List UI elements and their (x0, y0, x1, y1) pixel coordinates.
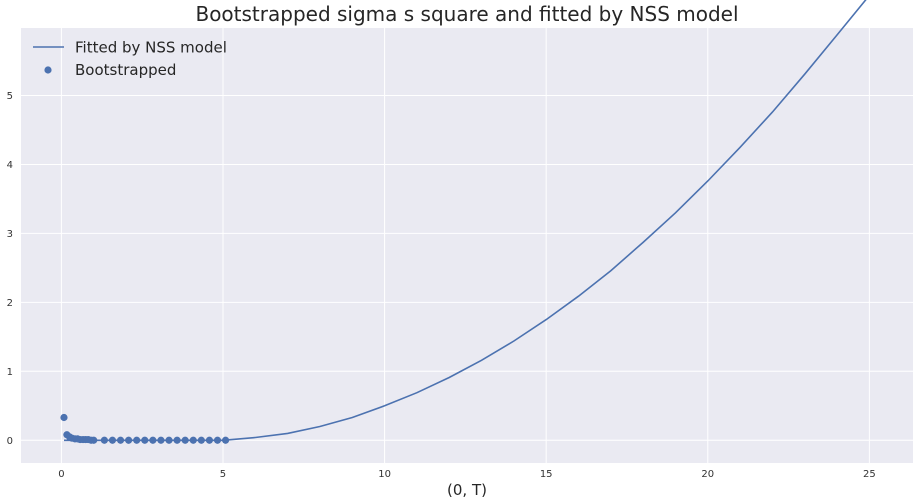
data-series (60, 0, 867, 444)
x-tick-label: 20 (701, 469, 714, 480)
x-tick-label: 25 (863, 469, 876, 480)
bootstrapped-point (149, 436, 157, 444)
y-tick-label: 4 (7, 160, 13, 171)
legend-label-bootstrapped: Bootstrapped (75, 61, 176, 79)
bootstrapped-point (90, 436, 98, 444)
bootstrapped-point (141, 436, 149, 444)
bootstrapped-point (197, 436, 205, 444)
bootstrapped-point (213, 436, 222, 444)
legend-dot-swatch (44, 66, 52, 74)
x-axis-label: (0, T) (447, 481, 487, 499)
bootstrapped-point (165, 436, 173, 444)
bootstrapped-point (173, 436, 181, 444)
bootstrapped-point (205, 436, 214, 444)
y-tick-label: 3 (7, 229, 13, 240)
bootstrapped-point (181, 436, 189, 444)
tick-labels: 0 5 10 15 20 25 0 1 2 3 4 5 (7, 91, 876, 480)
chart-title: Bootstrapped sigma s square and fitted b… (195, 2, 738, 26)
bootstrapped-point (100, 436, 108, 444)
y-tick-label: 1 (7, 367, 13, 378)
y-tick-label: 5 (7, 91, 13, 102)
bootstrapped-point (60, 413, 68, 422)
bootstrapped-point (125, 436, 133, 444)
bootstrapped-point (133, 436, 141, 444)
x-tick-label: 0 (58, 469, 64, 480)
legend-label-fitted: Fitted by NSS model (75, 39, 227, 57)
legend: Fitted by NSS model Bootstrapped (33, 39, 227, 79)
bootstrapped-point (157, 436, 165, 444)
x-tick-label: 15 (540, 469, 553, 480)
x-tick-label: 10 (378, 469, 391, 480)
bootstrapped-point (221, 436, 230, 444)
plot-area (21, 28, 913, 463)
x-tick-label: 5 (220, 469, 226, 480)
bootstrapped-point (189, 436, 197, 444)
y-tick-label: 2 (7, 298, 13, 309)
bootstrapped-point (116, 436, 125, 444)
bootstrapped-point (108, 436, 117, 444)
y-tick-label: 0 (7, 436, 13, 447)
